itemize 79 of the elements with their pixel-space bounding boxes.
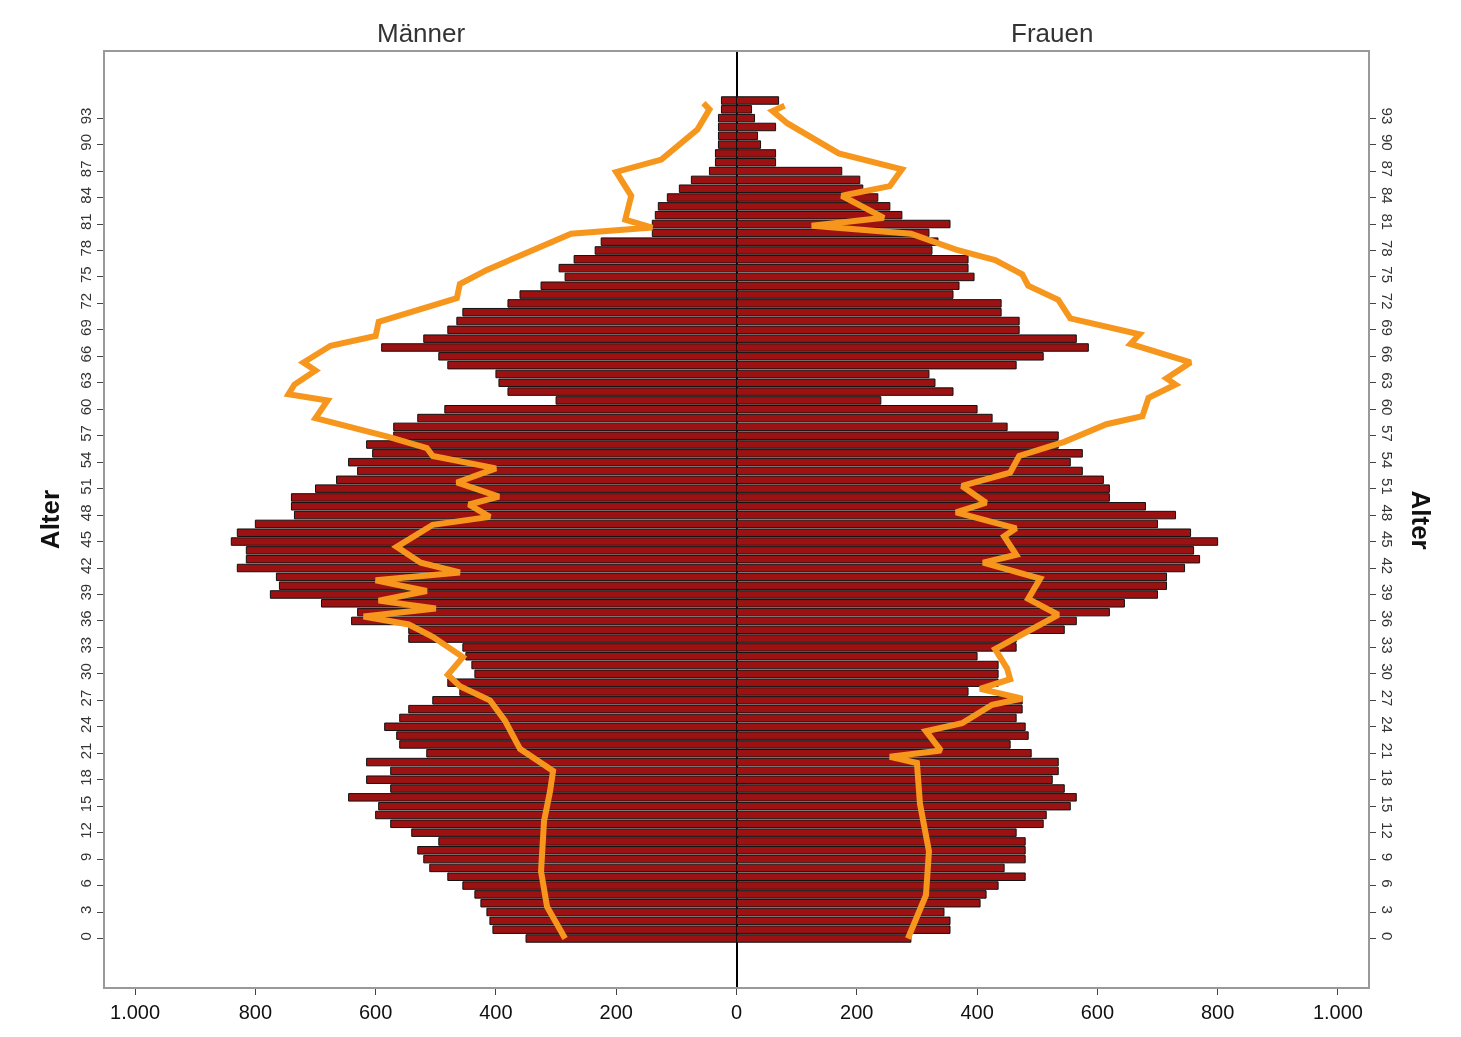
y-tick-label: 36 (77, 610, 94, 628)
x-tick-label: 400 (960, 1001, 994, 1023)
y2-tick-label: 93 (1379, 107, 1396, 125)
y-tick-label: 72 (77, 292, 94, 310)
y-tick-label: 33 (77, 636, 94, 654)
y-tick-label: 45 (77, 530, 94, 548)
y-tick-label: 90 (77, 134, 94, 151)
y2-tick-label: 90 (1379, 134, 1396, 151)
x-tick-label: 800 (238, 1001, 273, 1023)
y-tick-label: 24 (77, 716, 94, 733)
y2-tick-label: 42 (1379, 557, 1396, 575)
y2-tick-label: 21 (1379, 742, 1396, 760)
y-tick-label: 21 (77, 742, 94, 760)
x-tick-label: 0 (730, 1001, 743, 1023)
x-tick-label: 1.000 (1312, 1001, 1363, 1023)
y2-tick-label: 12 (1379, 822, 1396, 839)
y-tick-label: 69 (77, 319, 94, 336)
y-tick-label: 81 (77, 213, 94, 231)
y-tick-label: 42 (77, 557, 94, 575)
y2-tick-label: 6 (1379, 879, 1396, 888)
y-tick-label: 3 (77, 905, 94, 914)
y2-tick-label: 81 (1379, 213, 1396, 231)
y-tick-label: 75 (77, 266, 94, 284)
y2-tick-label: 66 (1379, 345, 1396, 363)
y2-tick-label: 9 (1379, 852, 1396, 862)
y-tick-label: 63 (77, 372, 94, 389)
y-tick-label: 39 (77, 583, 94, 601)
y-tick-label: 48 (77, 504, 94, 522)
y-tick-label: 9 (77, 852, 94, 862)
text: Frauen (1011, 18, 1094, 48)
y2-tick-label: 30 (1379, 663, 1396, 680)
y2-tick-label: 18 (1379, 769, 1396, 786)
y2-tick-label: 27 (1379, 689, 1396, 707)
y-tick-label: 0 (77, 932, 94, 941)
x-tick-label: 400 (479, 1001, 513, 1023)
y2-tick-label: 15 (1379, 795, 1396, 813)
y2-axis-title: Alter (1405, 490, 1436, 550)
y-tick-label: 78 (77, 239, 94, 257)
y-tick-label: 18 (77, 769, 94, 786)
y2-tick-label: 36 (1379, 610, 1396, 628)
y-axis-title: Alter (34, 489, 65, 550)
y-tick-label: 27 (77, 689, 94, 707)
y2-tick-label: 84 (1379, 186, 1396, 204)
y2-tick-label: 3 (1379, 905, 1396, 914)
y-tick-label: 51 (77, 478, 94, 495)
y2-tick-label: 75 (1379, 266, 1396, 284)
y2-tick-label: 45 (1379, 530, 1396, 548)
y2-tick-label: 78 (1379, 239, 1396, 257)
x-tick-label: 200 (599, 1001, 633, 1023)
y2-tick-label: 48 (1379, 504, 1396, 522)
y2-tick-label: 72 (1379, 292, 1396, 310)
y2-tick-label: 60 (1379, 398, 1396, 416)
y2-tick-label: 63 (1379, 372, 1396, 389)
x-tick-label: 1.000 (110, 1001, 161, 1023)
y-tick-label: 60 (77, 398, 94, 416)
y2-tick-label: 51 (1379, 478, 1396, 495)
y2-tick-label: 54 (1379, 451, 1396, 469)
y2-tick-label: 0 (1379, 932, 1396, 941)
y-tick-label: 57 (77, 425, 94, 442)
y-tick-label: 84 (77, 186, 94, 204)
y2-tick-label: 57 (1379, 425, 1396, 442)
y-tick-label: 66 (77, 345, 94, 363)
y-tick-label: 30 (77, 663, 94, 680)
x-tick-label: 200 (840, 1001, 874, 1023)
y-tick-label: 54 (77, 451, 94, 469)
y-tick-label: 93 (77, 107, 94, 125)
y-tick-label: 12 (77, 822, 94, 839)
x-tick-label: 600 (358, 1001, 393, 1023)
y-tick-label: 6 (77, 879, 94, 888)
y-tick-label: 15 (77, 795, 94, 813)
y2-tick-label: 87 (1379, 160, 1396, 178)
y2-tick-label: 33 (1379, 636, 1396, 654)
y2-tick-label: 69 (1379, 319, 1396, 336)
y2-tick-label: 39 (1379, 583, 1396, 601)
text: Männer (377, 18, 466, 48)
x-tick-label: 600 (1080, 1001, 1115, 1023)
y-tick-label: 87 (77, 160, 94, 178)
y2-tick-label: 24 (1379, 716, 1396, 733)
x-tick-label: 800 (1200, 1001, 1235, 1023)
